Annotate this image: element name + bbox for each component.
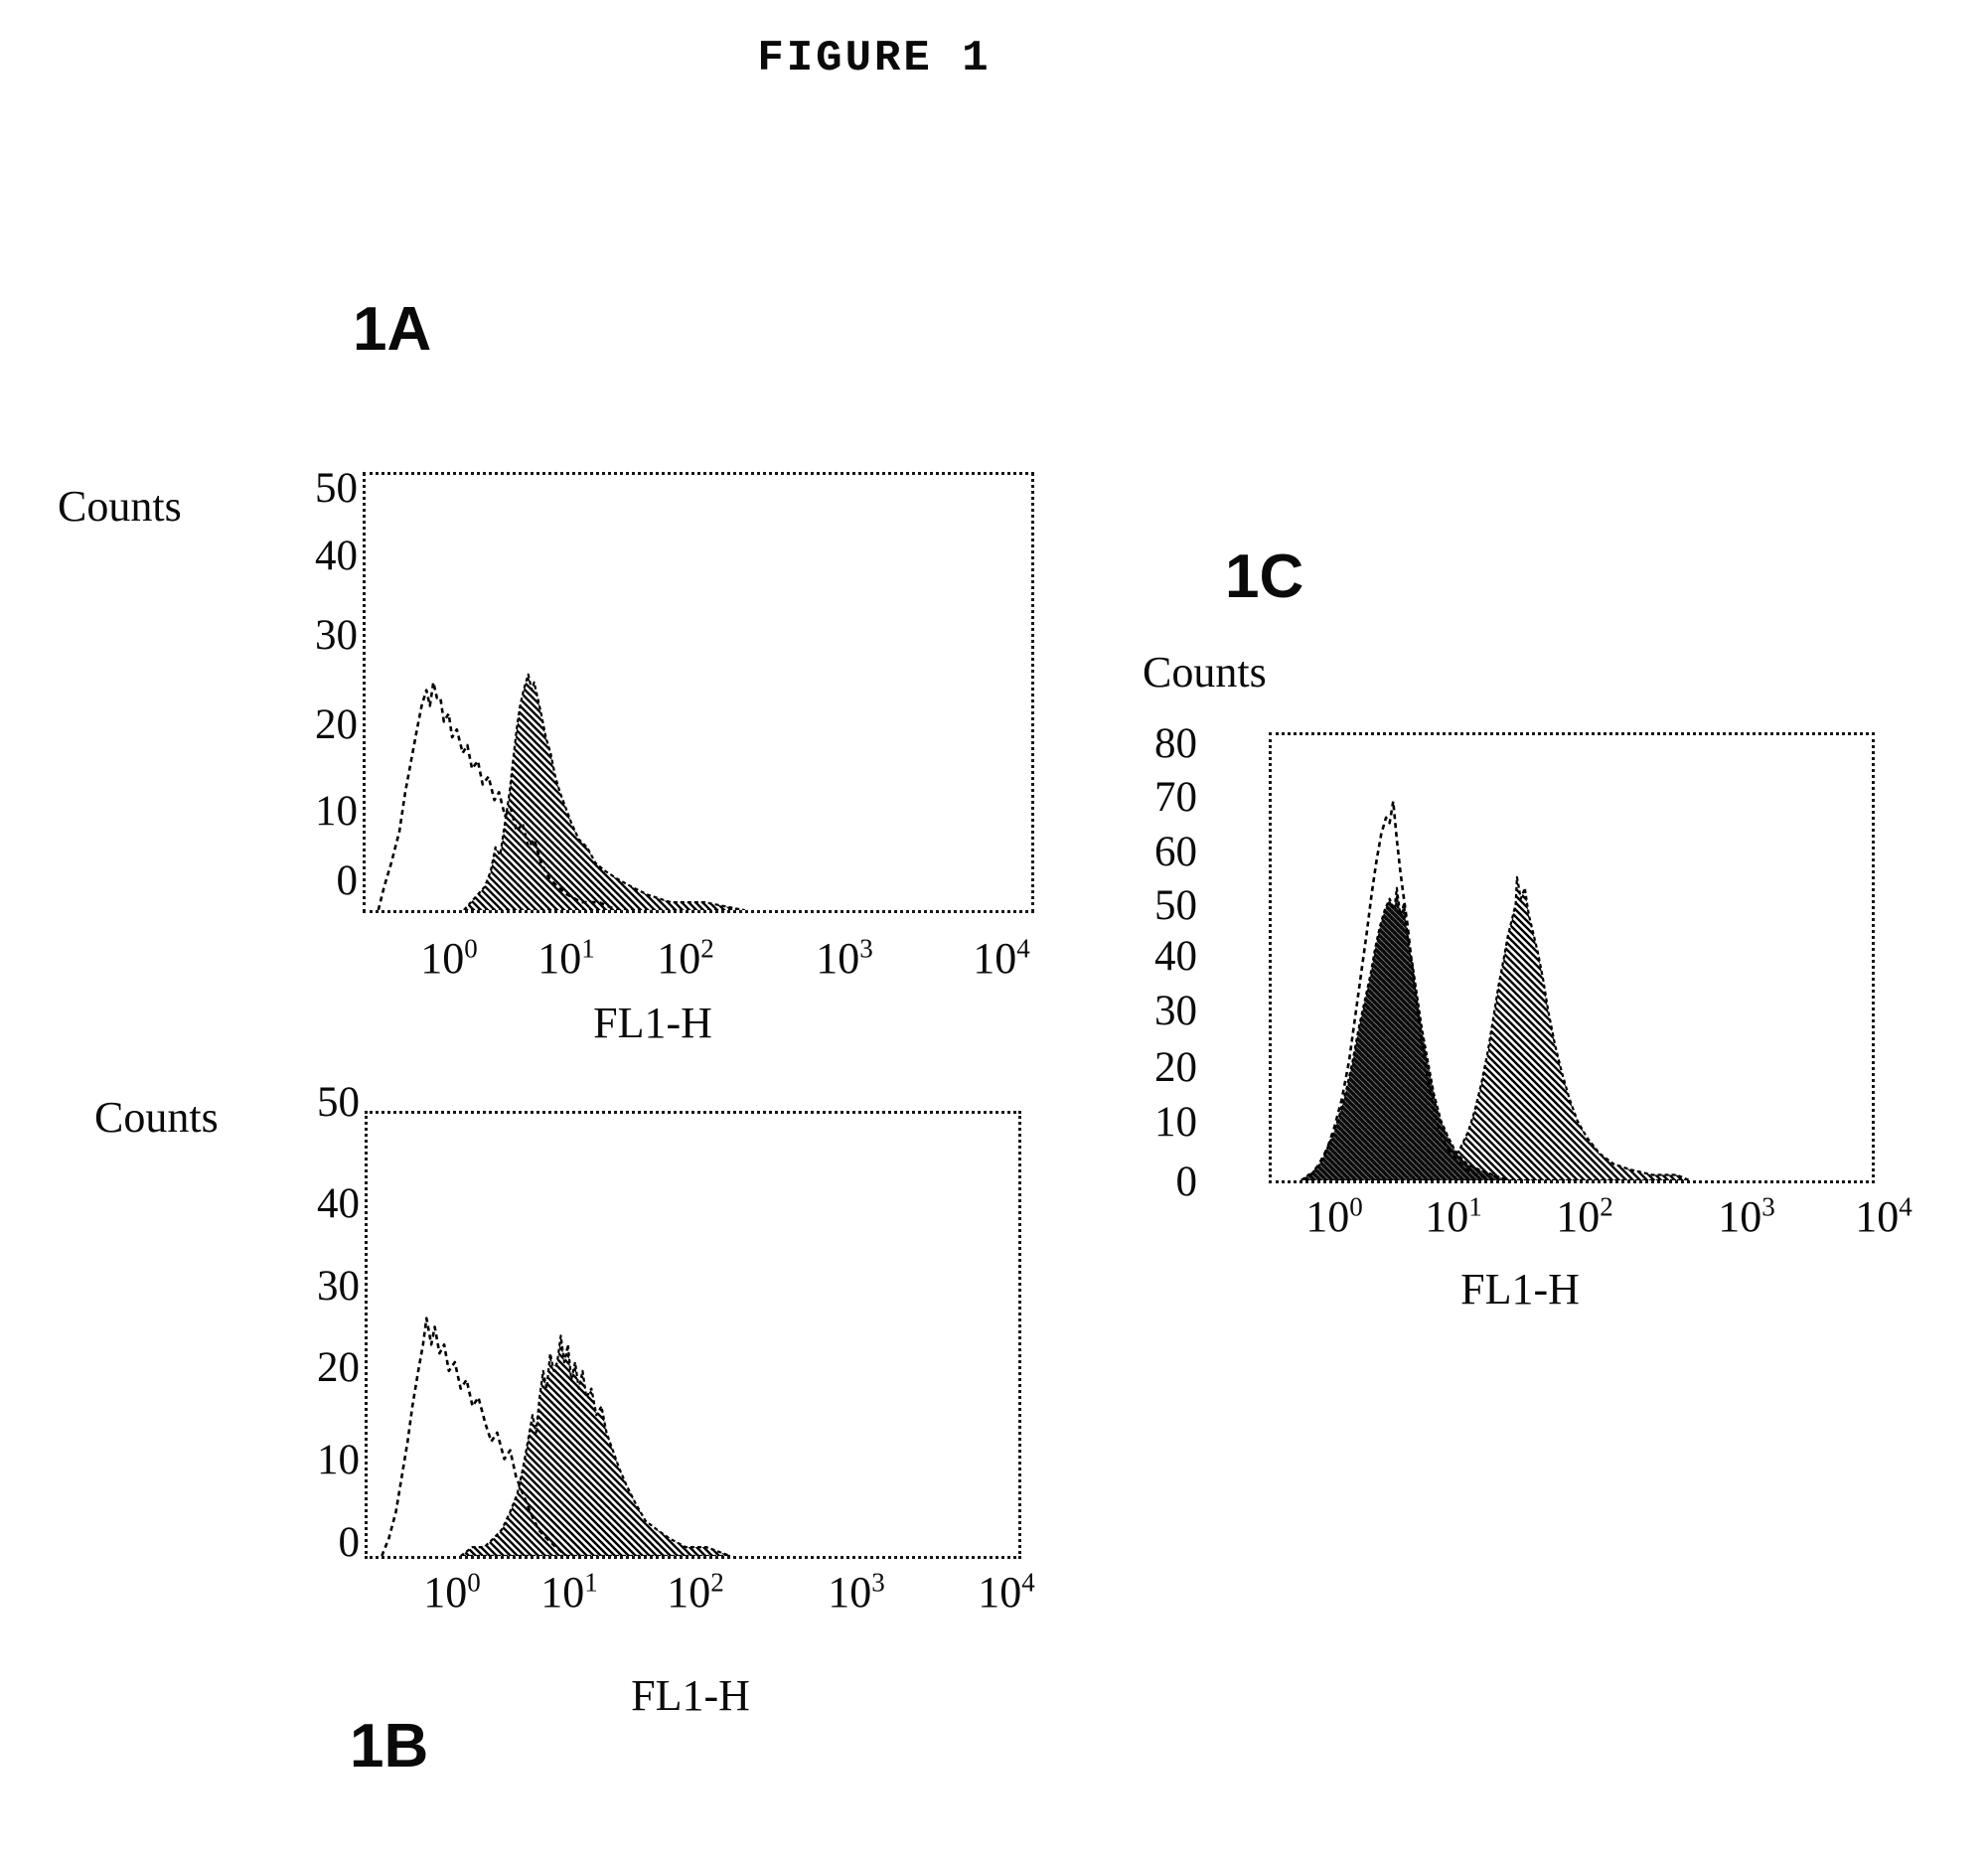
x-tick-exponent: 0 xyxy=(464,933,478,964)
x-tick-exponent: 1 xyxy=(1468,1191,1482,1222)
x-tick-base: 10 xyxy=(828,1568,872,1617)
y-tick-label-1c-30: 30 xyxy=(1154,988,1197,1034)
x-tick-base: 10 xyxy=(423,1568,468,1617)
y-tick-label-1b-10: 10 xyxy=(317,1437,360,1483)
hatched-histogram-1a xyxy=(462,673,746,910)
solid-histogram-1c xyxy=(1300,886,1510,1180)
x-tick-base: 10 xyxy=(657,934,701,983)
panel-1a-y-axis-title: Counts xyxy=(58,482,182,531)
open-histogram-outline-1c xyxy=(1300,800,1494,1180)
panel-1c-label: 1C xyxy=(1225,542,1304,611)
x-tick-exponent: 2 xyxy=(700,933,714,964)
y-tick-label-1a-50: 50 xyxy=(315,465,358,512)
x-tick-label-1a-10e0: 100 xyxy=(380,931,519,987)
x-tick-exponent: 1 xyxy=(581,933,595,964)
x-tick-exponent: 2 xyxy=(710,1567,724,1598)
x-tick-base: 10 xyxy=(667,1568,711,1617)
x-tick-label-1a-10e1: 101 xyxy=(497,931,636,987)
x-tick-label-1b-10e1: 101 xyxy=(500,1565,639,1621)
plot-frame-1c xyxy=(1269,732,1875,1183)
y-tick-label-1c-80: 80 xyxy=(1154,720,1197,767)
y-tick-label-1c-10: 10 xyxy=(1154,1099,1197,1146)
x-tick-exponent: 3 xyxy=(871,1567,885,1598)
panel-1b-label: 1B xyxy=(350,1712,429,1780)
panel-1a-label: 1A xyxy=(353,295,432,364)
x-tick-label-1a-10e4: 104 xyxy=(932,931,1071,987)
x-tick-base: 10 xyxy=(978,1568,1022,1617)
x-tick-label-1c-10e4: 104 xyxy=(1814,1189,1953,1245)
x-tick-label-1c-10e2: 102 xyxy=(1515,1189,1654,1245)
histogram-plot-1b xyxy=(381,1316,732,1556)
y-tick-label-1c-0: 0 xyxy=(1175,1159,1198,1205)
y-tick-label-1a-0: 0 xyxy=(336,857,359,904)
panel-1c-x-axis-title: FL1-H xyxy=(1460,1265,1580,1314)
plot-frame-1b xyxy=(365,1111,1021,1559)
panel-1a-x-axis-title: FL1-H xyxy=(593,999,712,1047)
y-tick-label-1c-20: 20 xyxy=(1154,1044,1197,1091)
y-tick-label-1c-70: 70 xyxy=(1154,774,1197,821)
x-tick-base: 10 xyxy=(973,934,1017,983)
y-tick-label-1c-50: 50 xyxy=(1154,882,1197,929)
y-tick-label-1b-40: 40 xyxy=(317,1180,360,1227)
y-tick-label-1b-50: 50 xyxy=(317,1079,360,1126)
x-tick-label-1a-10e3: 103 xyxy=(775,931,914,987)
x-tick-base: 10 xyxy=(1556,1192,1601,1241)
x-tick-label-1b-10e0: 100 xyxy=(382,1565,522,1621)
x-tick-exponent: 3 xyxy=(859,933,873,964)
x-tick-base: 10 xyxy=(540,1568,585,1617)
y-tick-label-1b-30: 30 xyxy=(317,1263,360,1310)
x-tick-label-1b-10e3: 103 xyxy=(787,1565,926,1621)
figure-title: FIGURE 1 xyxy=(757,34,992,83)
histogram-plot-1c xyxy=(1300,800,1691,1180)
x-tick-base: 10 xyxy=(537,934,582,983)
x-tick-base: 10 xyxy=(1855,1192,1900,1241)
x-tick-label-1b-10e2: 102 xyxy=(626,1565,765,1621)
x-tick-exponent: 0 xyxy=(467,1567,481,1598)
x-tick-base: 10 xyxy=(1305,1192,1350,1241)
y-tick-label-1a-20: 20 xyxy=(315,701,358,748)
y-tick-label-1c-60: 60 xyxy=(1154,829,1197,875)
y-tick-label-1a-40: 40 xyxy=(315,533,358,579)
x-tick-exponent: 1 xyxy=(584,1567,598,1598)
x-tick-exponent: 4 xyxy=(1021,1567,1035,1598)
x-tick-label-1a-10e2: 102 xyxy=(616,931,755,987)
plot-frame-1a xyxy=(363,472,1034,913)
x-tick-base: 10 xyxy=(420,934,465,983)
y-tick-label-1b-0: 0 xyxy=(338,1519,361,1566)
open-histogram-outline-1b xyxy=(381,1316,568,1556)
x-tick-base: 10 xyxy=(1718,1192,1762,1241)
x-tick-label-1c-10e3: 103 xyxy=(1677,1189,1816,1245)
x-tick-label-1c-10e0: 100 xyxy=(1265,1189,1404,1245)
y-tick-label-1c-40: 40 xyxy=(1154,933,1197,980)
y-tick-label-1b-20: 20 xyxy=(317,1344,360,1391)
y-tick-label-1a-30: 30 xyxy=(315,612,358,659)
y-tick-label-1a-10: 10 xyxy=(315,788,358,835)
panel-1b-x-axis-title: FL1-H xyxy=(631,1671,750,1720)
x-tick-exponent: 4 xyxy=(1899,1191,1912,1222)
open-histogram-outline-1a xyxy=(377,681,618,910)
panel-1b-y-axis-title: Counts xyxy=(94,1093,219,1142)
x-tick-exponent: 3 xyxy=(1761,1191,1775,1222)
hatched-histogram-1b xyxy=(459,1334,732,1556)
x-tick-exponent: 0 xyxy=(1349,1191,1363,1222)
x-tick-exponent: 4 xyxy=(1016,933,1030,964)
x-tick-label-1b-10e4: 104 xyxy=(937,1565,1076,1621)
histogram-plot-1a xyxy=(377,673,746,910)
x-tick-exponent: 2 xyxy=(1600,1191,1613,1222)
x-tick-base: 10 xyxy=(816,934,860,983)
x-tick-label-1c-10e1: 101 xyxy=(1384,1189,1523,1245)
x-tick-base: 10 xyxy=(1425,1192,1469,1241)
panel-1c-y-axis-title: Counts xyxy=(1143,648,1267,696)
